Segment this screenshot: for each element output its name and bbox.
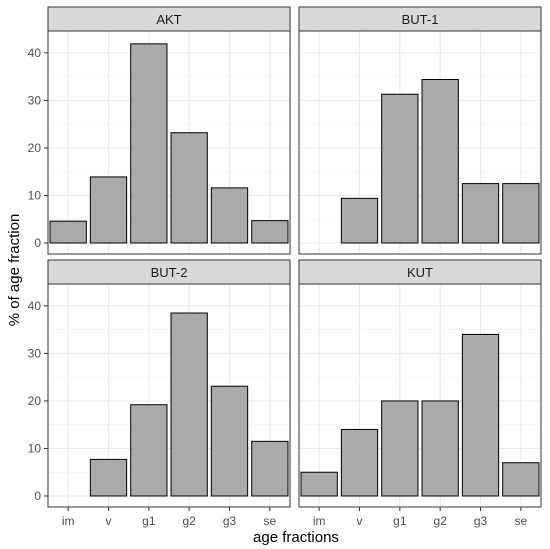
bar-im <box>300 471 338 497</box>
facet-panel-but-1: BUT-1 <box>298 6 542 255</box>
panel-border <box>298 30 542 255</box>
x-tick-label: im <box>62 514 75 528</box>
y-tick-label: 10 <box>28 188 42 202</box>
facet-strip <box>298 6 542 32</box>
bar-g1 <box>130 43 168 244</box>
bar-se <box>251 220 289 244</box>
bar-v <box>340 428 379 497</box>
x-axis-title: age fractions <box>253 529 339 546</box>
x-tick-label: g2 <box>182 514 196 528</box>
y-tick-label: 30 <box>28 93 42 107</box>
bar-v <box>340 197 379 244</box>
facet-strip-label: BUT-2 <box>151 265 188 280</box>
y-tick-label: 40 <box>28 299 42 313</box>
bar-se <box>502 183 540 244</box>
panel-background <box>299 31 541 254</box>
bar-g2 <box>170 132 208 244</box>
x-tick-label: g3 <box>474 514 488 528</box>
bar-g2 <box>421 78 459 244</box>
x-tick-label: im <box>313 514 326 528</box>
x-tick-label: g1 <box>393 514 407 528</box>
panel-border <box>298 283 542 508</box>
bar-v <box>89 176 128 244</box>
x-tick-label: se <box>514 514 527 528</box>
facet-panel-but-2: BUT-2 0 10 20 30 40 im v g1 g2 g3 se <box>28 259 291 528</box>
x-tick-label: g2 <box>433 514 447 528</box>
y-tick-label: 10 <box>28 441 42 455</box>
y-tick-label: 0 <box>34 489 41 503</box>
facet-panel-kut: KUT im v g1 g2 g3 se <box>298 259 542 528</box>
y-axis-title: % of age fraction <box>6 214 23 327</box>
x-tick-label: se <box>263 514 276 528</box>
facet-strip-label: BUT-1 <box>402 12 439 27</box>
bar-g3 <box>461 183 500 244</box>
panel-border <box>47 30 291 255</box>
panel-background <box>299 284 541 507</box>
y-tick-label: 20 <box>28 141 42 155</box>
bar-g1 <box>130 404 168 497</box>
bar-g2 <box>421 400 459 497</box>
facet-strip <box>47 6 291 32</box>
y-tick-label: 20 <box>28 394 42 408</box>
facet-panel-akt: AKT 0 10 20 30 40 <box>28 6 291 255</box>
x-tick-label: v <box>357 514 363 528</box>
bar-g1 <box>381 400 419 497</box>
y-tick-label: 30 <box>28 346 42 360</box>
bar-se <box>251 440 289 497</box>
bar-im <box>49 220 87 244</box>
x-tick-label: v <box>106 514 112 528</box>
bar-g3 <box>210 187 249 244</box>
bar-g1 <box>381 93 419 244</box>
y-tick-label: 0 <box>34 236 41 250</box>
y-tick-label: 40 <box>28 46 42 60</box>
panel-background <box>48 31 290 254</box>
bar-v <box>89 458 128 497</box>
bar-g3 <box>210 385 249 497</box>
bar-g3 <box>461 333 500 497</box>
facet-strip-label: KUT <box>407 265 433 280</box>
panel-background <box>48 284 290 507</box>
facet-strip <box>47 259 291 285</box>
facet-strip-label: AKT <box>156 12 181 27</box>
bar-se <box>502 462 540 497</box>
x-tick-label: g1 <box>142 514 156 528</box>
bar-g2 <box>170 312 208 497</box>
x-tick-label: g3 <box>223 514 237 528</box>
facet-strip <box>298 259 542 285</box>
panel-border <box>47 283 291 508</box>
